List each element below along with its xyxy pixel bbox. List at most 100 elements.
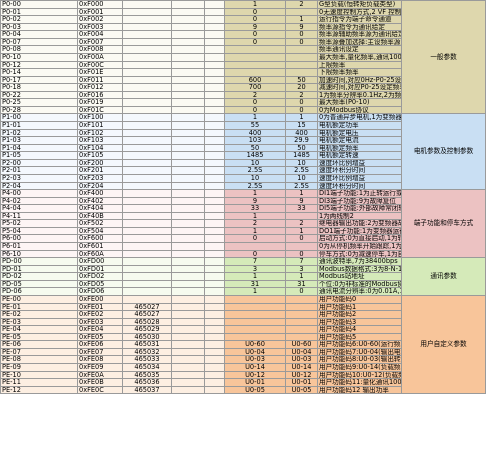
description-cell: 1为频率分辨率0.1Hz,2为频率分辨率0.01Hz [317, 90, 402, 100]
spacer-cell [204, 60, 225, 70]
value-2-cell: 50 [285, 143, 318, 153]
value-1-cell: U0-60 [224, 340, 286, 349]
value-1-cell: 1 [224, 113, 286, 122]
table-row: PD-050xFD053131个位:0为非标准的Modbus协议,1为标准的Mo… [0, 279, 486, 289]
user-address-cell [122, 181, 172, 191]
param-code-cell: P6-10 [0, 249, 78, 259]
spacer-cell [204, 204, 225, 213]
value-1-cell [224, 310, 286, 319]
spacer-cell [204, 173, 225, 183]
value-2-cell: 29.9 [285, 136, 318, 145]
table-row: PE-12 0xFE0C 465037 U0-05 U0-05 用户功能码12 输出功率 [0, 385, 486, 395]
table-row: PE-02 0xFE02 465027 用户功能码2 [0, 310, 486, 319]
user-address-cell [122, 121, 172, 130]
address-cell: 0xFE05 [77, 332, 123, 342]
spacer-cell [204, 279, 225, 289]
spacer-cell [204, 378, 225, 387]
param-code-cell: PE-08 [0, 355, 78, 364]
table-row: PD-00 0xFD00 7 7 通讯波特率,7为38400bps 通讯参数 [0, 257, 486, 296]
user-address-cell [122, 83, 172, 92]
spacer-cell [171, 136, 205, 145]
user-address-cell [122, 151, 172, 160]
spacer-cell [171, 385, 205, 395]
spacer-cell [204, 22, 225, 32]
value-1-cell [224, 302, 286, 312]
user-address-cell [122, 279, 172, 289]
table-row: P0-14 0xF01E 下限频率频率 [0, 68, 486, 77]
spacer-cell [204, 121, 225, 130]
spacer-cell [171, 211, 205, 221]
value-1-cell: U0-05 [224, 385, 286, 395]
value-2-cell: U0-03 [285, 355, 318, 364]
spacer-cell [171, 143, 205, 153]
value-2-cell: 1 [285, 15, 318, 24]
value-2-cell: U0-12 [285, 370, 318, 380]
address-cell: 0xF204 [77, 181, 123, 191]
value-2-cell: 20 [285, 83, 318, 92]
description-cell: 0为从停机频率开始跟踪,1为从50Hz开始跟踪, [317, 242, 402, 251]
param-code-cell: P2-04 [0, 181, 78, 191]
address-cell: 0xF502 [77, 219, 123, 228]
spacer-cell [171, 242, 205, 251]
table-row: P4-11 0xF40B 1 1为两线制2 [0, 211, 486, 221]
description-cell: 0无速度控制方式,2 VF 控制方式 [317, 7, 402, 17]
group-label-cell: 用户自定义参数 [401, 294, 486, 395]
value-1-cell: U0-12 [224, 370, 286, 380]
value-1-cell: 0 [224, 37, 286, 47]
param-code-cell: P0-25 [0, 98, 78, 107]
table-row: PE-07 0xFE07 465032 U0-04 U0-04 用户功能码7:U0-04(… [0, 347, 486, 357]
value-1-cell [224, 317, 286, 327]
spacer-cell [204, 45, 225, 54]
value-1-cell: 50 [224, 143, 286, 153]
spacer-cell [204, 136, 225, 145]
address-cell: 0xFE03 [77, 317, 123, 327]
user-address-cell [122, 294, 172, 304]
param-code-cell: P1-03 [0, 136, 78, 145]
spacer-cell [204, 158, 225, 168]
value-2-cell [285, 294, 318, 304]
value-2-cell [285, 211, 318, 221]
description-cell: 运行指令为端子命令通道 [317, 15, 402, 24]
value-2-cell [285, 68, 318, 77]
spacer-cell [171, 370, 205, 380]
value-1-cell: 55 [224, 121, 286, 130]
address-cell: 0xF01C [77, 105, 123, 115]
spacer-cell [171, 181, 205, 191]
table-row: P4-000xF40011DI1端子功能:1为正转运行或运行命令,2为反转端子功… [0, 189, 486, 259]
description-cell: 速度环积分时间 [317, 181, 402, 191]
value-1-cell: 400 [224, 128, 286, 138]
table-row: P0-04 0xF004 0 0 频率源辅助频率源为通讯给定 [0, 30, 486, 39]
description-cell: 电机额定电流 [317, 136, 402, 145]
address-cell: 0xF007 [77, 37, 123, 47]
user-address-cell [122, 75, 172, 85]
spacer-cell [204, 385, 225, 395]
value-2-cell: 0 [285, 249, 318, 259]
description-cell: DI5端子功能:外部故障常闭输入 [317, 204, 402, 213]
param-code-cell: PE-01 [0, 302, 78, 312]
description-cell: 下限频率频率 [317, 68, 402, 77]
user-address-cell: 465033 [122, 355, 172, 364]
value-2-cell: 10 [285, 158, 318, 168]
param-code-cell: P5-02 [0, 219, 78, 228]
value-1-cell: 103 [224, 136, 286, 145]
value-1-cell [224, 294, 286, 304]
address-cell: 0xF600 [77, 234, 123, 243]
description-cell: 用户功能码1 [317, 302, 402, 312]
user-address-cell [122, 90, 172, 100]
value-1-cell: 3 [224, 264, 286, 274]
spacer-cell [204, 128, 225, 138]
spacer-cell [171, 166, 205, 175]
value-2-cell [285, 310, 318, 319]
description-cell: 启动方式:0为直接启动,1为转速跟踪,2为预 [317, 234, 402, 243]
param-code-cell: P0-28 [0, 105, 78, 115]
spacer-cell [171, 204, 205, 213]
value-2-cell: U0-04 [285, 347, 318, 357]
spacer-cell [171, 37, 205, 47]
spacer-cell [171, 15, 205, 24]
param-code-cell: P0-22 [0, 90, 78, 100]
value-1-cell: 0 [224, 98, 286, 107]
spacer-cell [204, 363, 225, 372]
